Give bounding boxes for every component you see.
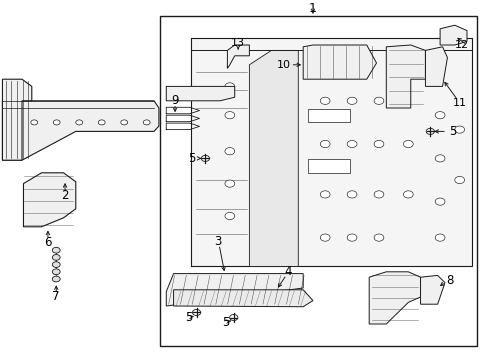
- Circle shape: [373, 97, 383, 104]
- Circle shape: [31, 120, 38, 125]
- Circle shape: [53, 120, 60, 125]
- Polygon shape: [166, 86, 234, 101]
- Circle shape: [52, 247, 60, 253]
- Circle shape: [224, 112, 234, 119]
- Circle shape: [192, 310, 200, 315]
- Circle shape: [373, 191, 383, 198]
- Text: 12: 12: [454, 40, 468, 50]
- Text: 5: 5: [222, 316, 229, 329]
- Circle shape: [434, 234, 444, 241]
- Text: 6: 6: [44, 237, 52, 249]
- Circle shape: [224, 148, 234, 155]
- Polygon shape: [420, 275, 444, 304]
- Polygon shape: [303, 45, 376, 79]
- Text: 2: 2: [61, 189, 69, 202]
- Bar: [307, 109, 349, 122]
- Circle shape: [320, 97, 329, 104]
- Polygon shape: [368, 272, 420, 324]
- Circle shape: [320, 234, 329, 241]
- Circle shape: [454, 176, 464, 184]
- Text: 13: 13: [231, 38, 244, 48]
- Circle shape: [346, 234, 356, 241]
- Bar: [160, 16, 476, 346]
- Polygon shape: [190, 38, 471, 266]
- Polygon shape: [2, 79, 32, 160]
- Circle shape: [403, 191, 412, 198]
- Text: 7: 7: [52, 291, 60, 303]
- Circle shape: [454, 126, 464, 133]
- Polygon shape: [2, 101, 159, 160]
- Circle shape: [346, 191, 356, 198]
- Circle shape: [52, 269, 60, 275]
- Bar: [307, 159, 349, 173]
- Text: 5: 5: [188, 152, 195, 165]
- Polygon shape: [227, 45, 249, 68]
- Circle shape: [98, 120, 105, 125]
- Text: 8: 8: [445, 274, 452, 287]
- Polygon shape: [425, 47, 447, 86]
- Circle shape: [224, 212, 234, 220]
- Circle shape: [121, 120, 127, 125]
- Circle shape: [434, 198, 444, 205]
- Text: 1: 1: [308, 3, 316, 15]
- Polygon shape: [23, 173, 76, 227]
- Circle shape: [346, 97, 356, 104]
- Circle shape: [434, 155, 444, 162]
- Circle shape: [320, 140, 329, 148]
- Circle shape: [346, 140, 356, 148]
- Circle shape: [403, 140, 412, 148]
- Polygon shape: [173, 290, 312, 307]
- Circle shape: [201, 156, 209, 161]
- Polygon shape: [386, 45, 425, 108]
- Text: 3: 3: [213, 235, 221, 248]
- Circle shape: [346, 61, 356, 68]
- Circle shape: [76, 120, 82, 125]
- Circle shape: [224, 180, 234, 187]
- Circle shape: [320, 61, 329, 68]
- Circle shape: [224, 83, 234, 90]
- Text: 9: 9: [171, 94, 179, 107]
- Circle shape: [434, 112, 444, 119]
- Polygon shape: [249, 50, 298, 266]
- Text: 5: 5: [185, 311, 193, 324]
- Circle shape: [52, 255, 60, 260]
- Circle shape: [52, 262, 60, 267]
- Text: 4: 4: [284, 265, 292, 278]
- Text: 11: 11: [452, 98, 466, 108]
- Circle shape: [229, 315, 237, 320]
- Circle shape: [320, 191, 329, 198]
- Circle shape: [52, 276, 60, 282]
- Circle shape: [143, 120, 150, 125]
- Circle shape: [426, 129, 433, 134]
- Circle shape: [373, 234, 383, 241]
- Circle shape: [373, 140, 383, 148]
- Polygon shape: [166, 274, 303, 306]
- Text: 5: 5: [448, 125, 455, 138]
- Polygon shape: [439, 25, 466, 45]
- Text: 10: 10: [276, 60, 290, 70]
